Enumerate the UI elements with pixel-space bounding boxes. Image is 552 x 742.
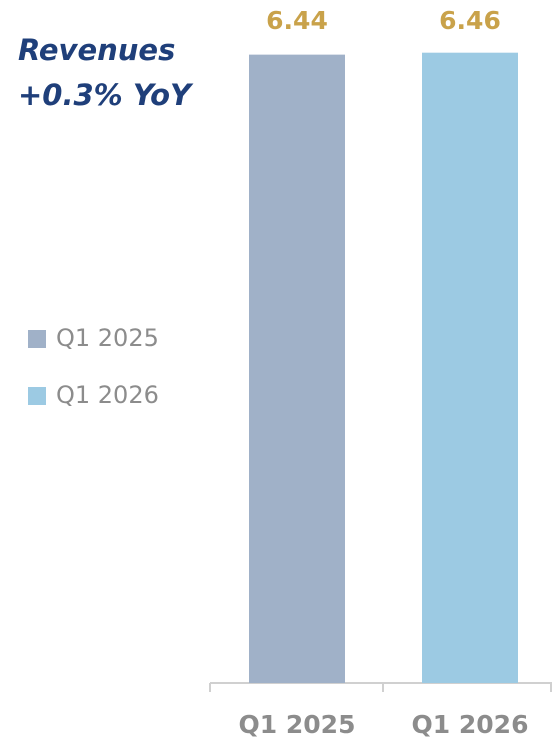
legend-swatch (28, 330, 46, 348)
legend-label: Q1 2026 (56, 381, 159, 409)
value-label: 6.44 (266, 6, 328, 35)
x-tick-label: Q1 2026 (412, 710, 529, 739)
bar (249, 54, 345, 683)
bar (422, 52, 518, 683)
legend-label: Q1 2025 (56, 324, 159, 352)
chart-title: Revenues (18, 33, 175, 67)
value-label: 6.46 (439, 6, 501, 35)
chart-subtitle: +0.3% YoY (18, 78, 194, 112)
legend-swatch (28, 387, 46, 405)
x-tick-label: Q1 2025 (239, 710, 356, 739)
